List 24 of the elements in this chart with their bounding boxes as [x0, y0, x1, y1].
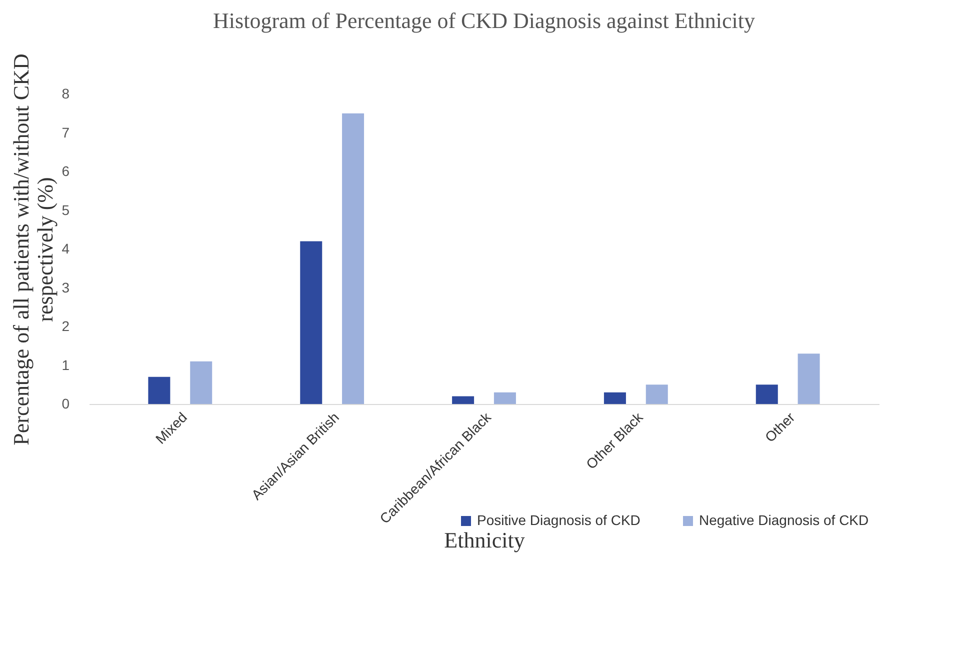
y-tick-label: 3 — [62, 279, 70, 296]
bar — [798, 354, 820, 404]
bar — [494, 392, 516, 404]
y-tick-label: 6 — [62, 163, 70, 179]
bar — [452, 396, 474, 404]
legend-label: Negative Diagnosis of CKD — [699, 512, 869, 528]
y-tick-label: 4 — [62, 240, 70, 256]
bar — [646, 384, 668, 404]
y-tick-label: 5 — [62, 202, 70, 218]
chart-title: Histogram of Percentage of CKD Diagnosis against Ethnicity — [213, 8, 755, 34]
bar — [300, 241, 322, 404]
legend-label: Positive Diagnosis of CKD — [477, 512, 640, 528]
y-tick-label: 2 — [62, 318, 70, 334]
y-axis-title: Percentage of all patients with/without CKD respectively (%) — [8, 54, 58, 446]
y-tick-label: 1 — [62, 356, 70, 373]
bar — [148, 376, 170, 404]
y-tick-label: 7 — [62, 124, 70, 140]
bar — [604, 392, 626, 404]
bar — [342, 113, 364, 404]
y-tick-label: 8 — [62, 86, 70, 102]
bar — [756, 384, 778, 404]
bar — [190, 361, 212, 404]
x-axis-title: Ethnicity — [444, 528, 525, 553]
y-tick-label: 0 — [62, 396, 70, 412]
